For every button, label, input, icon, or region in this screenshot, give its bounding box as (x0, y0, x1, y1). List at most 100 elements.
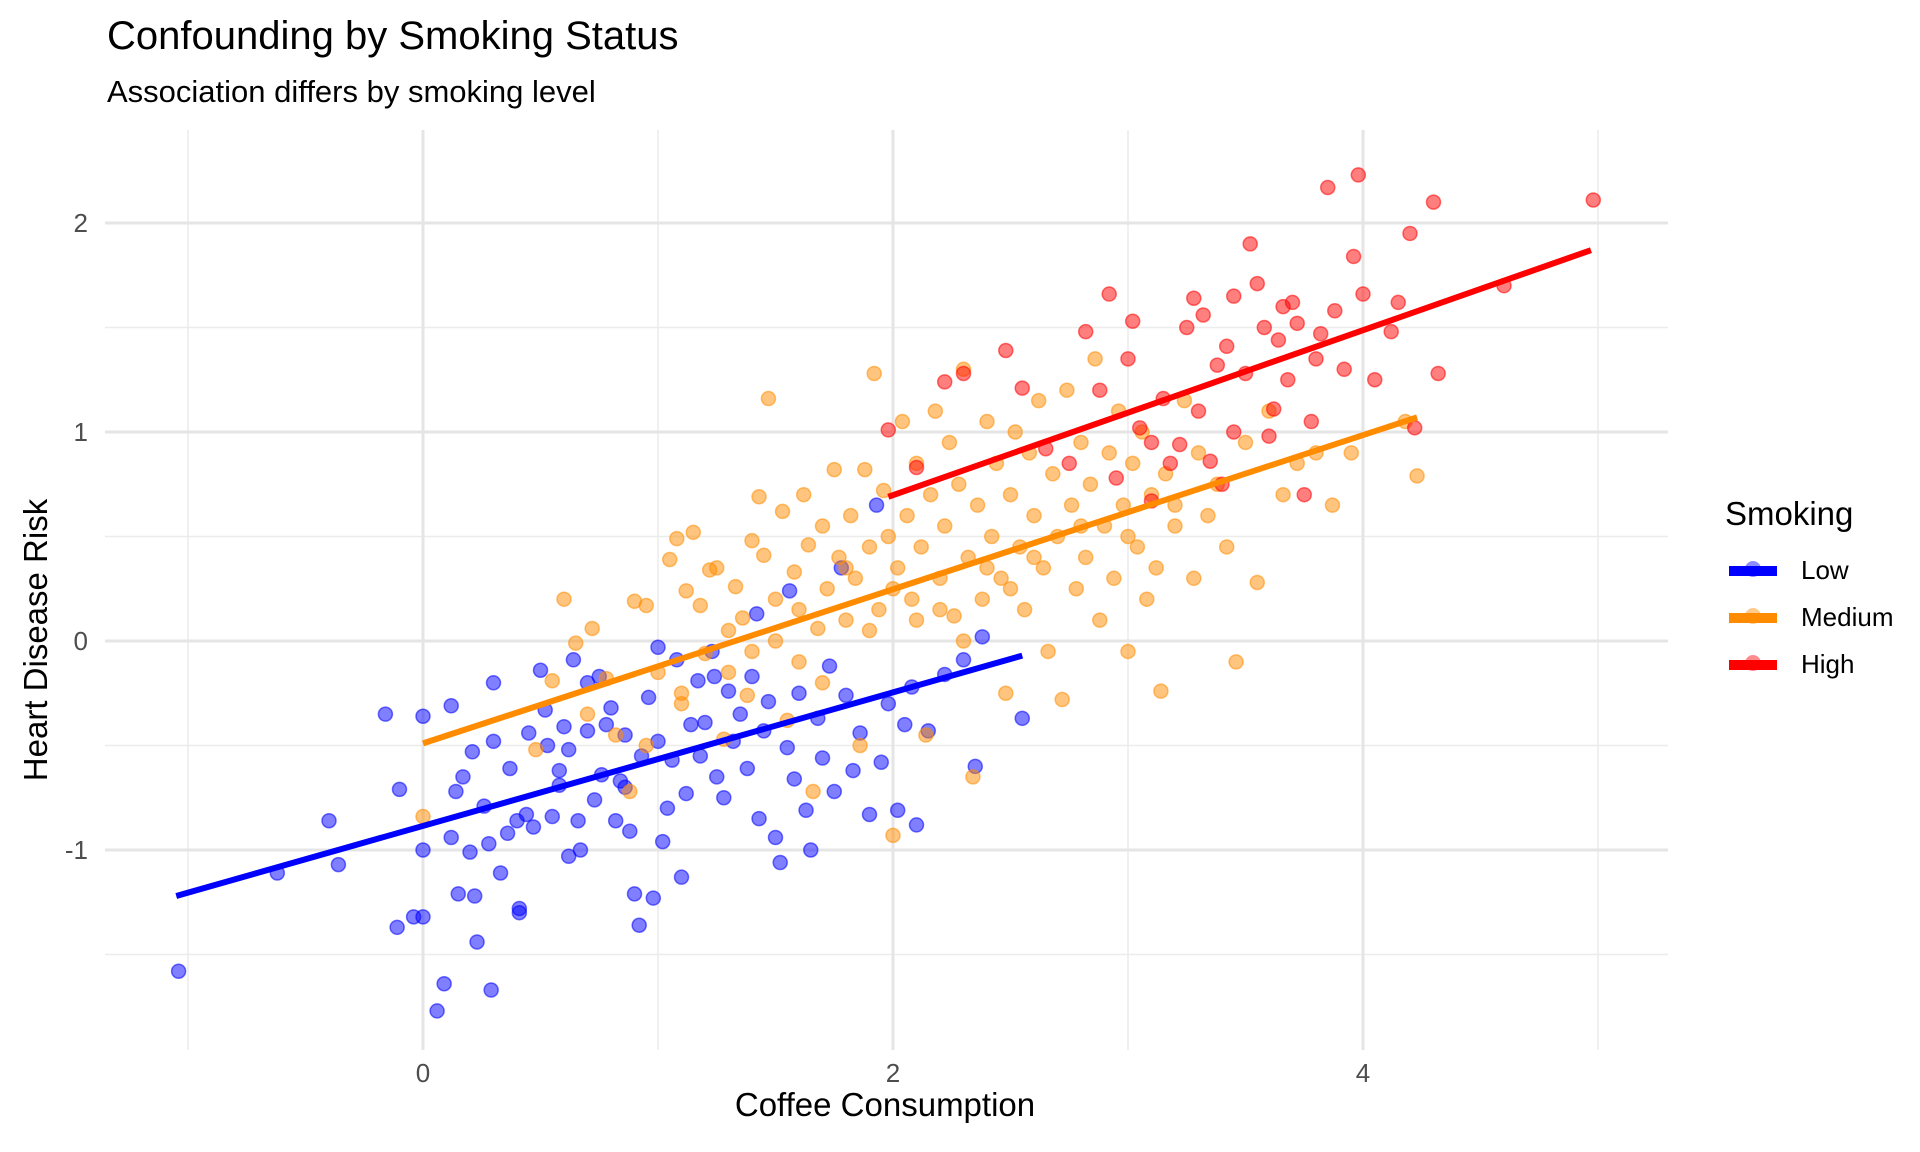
point-medium (951, 476, 967, 492)
point-high (1355, 286, 1371, 302)
point-medium (638, 597, 654, 614)
point-medium (904, 591, 920, 607)
point-medium (1026, 507, 1042, 524)
point-medium (885, 827, 901, 844)
point-medium (932, 601, 948, 618)
point-low (415, 909, 431, 925)
point-medium (1120, 528, 1136, 545)
point-low (838, 687, 854, 704)
point-medium (826, 461, 842, 478)
point-low (607, 812, 624, 829)
point-medium (1054, 691, 1070, 708)
fit-line-medium (422, 414, 1418, 747)
point-medium (1101, 445, 1117, 461)
point-low (772, 854, 788, 871)
point-low (659, 800, 676, 816)
point-low (760, 693, 777, 710)
point-low (779, 739, 795, 756)
point-medium (607, 727, 624, 743)
point-low (586, 792, 603, 808)
point-low (650, 639, 666, 656)
point-medium (1068, 581, 1085, 597)
point-high (1296, 486, 1312, 503)
point-high (1265, 401, 1282, 417)
point-medium (1092, 612, 1108, 628)
point-medium (579, 706, 596, 722)
point-low (720, 683, 737, 699)
point-high (1390, 294, 1406, 311)
point-high (1425, 194, 1442, 210)
point-medium (875, 482, 892, 499)
point-high (1218, 338, 1235, 355)
point-medium (751, 489, 767, 505)
point-high (1284, 294, 1301, 311)
point-high (1406, 420, 1423, 436)
point-low (429, 1003, 445, 1019)
point-medium (1002, 581, 1019, 597)
point-medium (974, 591, 991, 607)
point-medium (1026, 549, 1042, 566)
point-high (1226, 288, 1242, 304)
legend-key-low (1729, 560, 1777, 581)
point-medium (1200, 507, 1216, 524)
fit-lines (175, 247, 1592, 899)
point-medium (899, 507, 915, 524)
y-tick-label: 1 (74, 417, 88, 447)
point-high (1101, 286, 1117, 302)
point-low (767, 829, 784, 846)
y-tick-label: -1 (65, 835, 88, 865)
point-medium (1059, 382, 1075, 398)
point-medium (720, 622, 737, 639)
point-medium (662, 551, 678, 568)
point-high (1092, 382, 1108, 398)
point-low (861, 806, 878, 823)
point-medium (1035, 560, 1052, 576)
point-high (955, 365, 972, 382)
point-low (391, 781, 408, 798)
point-high (1179, 319, 1195, 336)
point-high (1186, 290, 1202, 306)
point-medium (913, 539, 929, 555)
point-medium (880, 528, 897, 545)
point-medium (727, 578, 744, 595)
point-medium (1045, 466, 1061, 482)
point-low (798, 802, 814, 819)
y-axis-title: Heart Disease Risk (17, 498, 54, 782)
legend-label-high: High (1801, 649, 1855, 679)
point-low (321, 812, 337, 829)
point-medium (941, 434, 958, 451)
legend-key-high (1729, 654, 1777, 675)
point-medium (767, 633, 784, 649)
point-low (518, 806, 535, 823)
point-medium (709, 560, 725, 576)
point-medium (927, 403, 944, 419)
chart-title: Confounding by Smoking Status (107, 14, 679, 58)
point-medium (544, 672, 560, 689)
point-medium (678, 583, 694, 599)
chart-subtitle: Association differs by smoking level (107, 74, 596, 109)
point-medium (1409, 468, 1425, 484)
point-high (1320, 179, 1336, 196)
point-medium (861, 622, 878, 639)
point-medium (1343, 445, 1359, 461)
point-medium (1106, 570, 1122, 587)
point-low (448, 783, 464, 800)
point-low (732, 706, 748, 722)
point-medium (1186, 570, 1202, 587)
legend-item-high: High (1725, 641, 1893, 688)
point-high (1256, 319, 1273, 336)
point-low (170, 963, 187, 979)
point-medium (756, 547, 772, 564)
point-low (873, 754, 889, 770)
point-low (481, 835, 497, 852)
point-medium (734, 610, 751, 626)
point-medium (791, 654, 807, 670)
point-low (521, 725, 537, 741)
point-medium (1063, 497, 1080, 513)
point-low (706, 668, 723, 685)
point-high (1202, 453, 1218, 470)
point-low (485, 733, 502, 750)
point-high (1270, 332, 1287, 348)
point-low (826, 783, 842, 800)
point-medium (1249, 574, 1265, 591)
